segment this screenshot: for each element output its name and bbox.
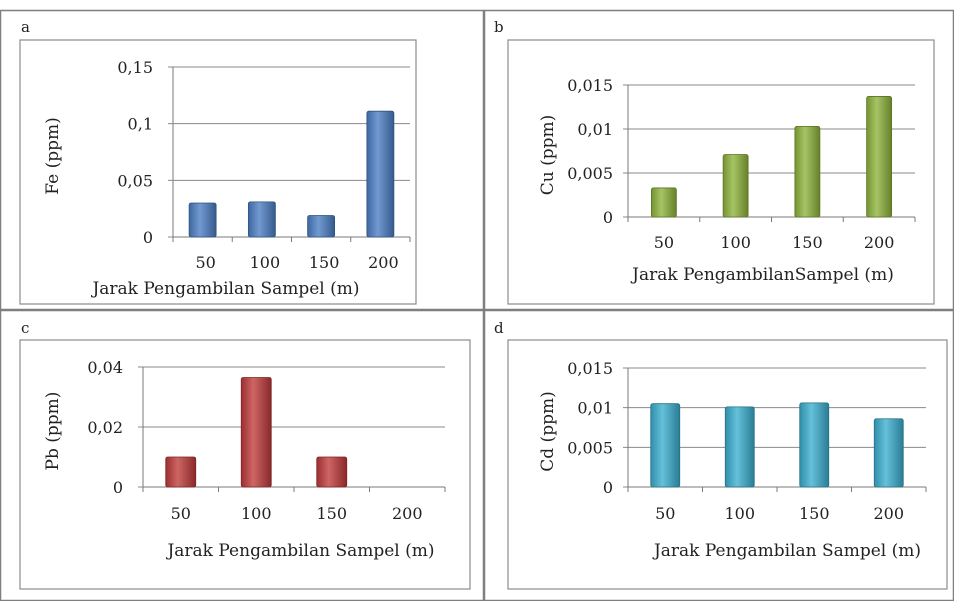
y-tick-label: 0 <box>143 228 153 247</box>
bar-100 <box>240 377 272 488</box>
x-tick-label: 100 <box>241 504 272 523</box>
x-tick-label: 50 <box>195 253 215 272</box>
y-axis-title: Fe (ppm) <box>43 117 63 194</box>
y-axis-title: Cu (ppm) <box>538 115 558 196</box>
y-tick-label: 0 <box>113 478 123 497</box>
x-tick-label: 200 <box>873 504 904 523</box>
y-axis-title: Cd (ppm) <box>538 391 558 471</box>
x-axis-title: Jarak Pengambilan Sampel (m) <box>90 279 359 299</box>
y-tick-label: 0,1 <box>128 115 153 134</box>
x-tick-label: 100 <box>724 504 755 523</box>
x-tick-label: 100 <box>720 233 751 252</box>
bar-200 <box>866 96 893 218</box>
y-tick-label: 0,02 <box>87 418 123 437</box>
x-tick-label: 150 <box>792 233 823 252</box>
y-tick-label: 0,005 <box>567 164 613 183</box>
chart-panel-d: d 0 0,005 0,01 0,015 50 100 150 200 Jarak Pengamb… <box>483 309 954 601</box>
x-tick-label: 150 <box>799 504 830 523</box>
bar-50 <box>650 187 677 218</box>
x-tick-label: 200 <box>864 233 895 252</box>
y-tick-label: 0 <box>603 478 613 497</box>
panel-cell-border <box>0 9 485 311</box>
y-axis-title: Pb (ppm) <box>43 392 63 471</box>
x-tick-label: 50 <box>655 504 675 523</box>
x-tick-label: 200 <box>368 253 399 272</box>
chart-frame <box>507 39 935 305</box>
bar-150 <box>799 402 830 488</box>
panel-letter: d <box>494 319 504 337</box>
bar-150 <box>316 456 348 488</box>
bar-50 <box>188 202 217 238</box>
x-axis-title: Jarak Pengambilan Sampel (m) <box>652 541 921 561</box>
bar-100 <box>247 201 276 238</box>
chart-panel-a: a 0 0,05 0,1 0,15 50 100 150 200 Jarak Pengambila… <box>0 9 485 311</box>
x-tick-label: 200 <box>392 504 423 523</box>
x-tick-label: 50 <box>654 233 674 252</box>
y-tick-label: 0,15 <box>117 58 153 77</box>
x-axis-title: Jarak PengambilanSampel (m) <box>630 265 894 285</box>
y-tick-label: 0,04 <box>87 358 123 377</box>
x-axis-title: Jarak Pengambilan Sampel (m) <box>165 541 434 561</box>
panel-letter: a <box>21 18 30 36</box>
y-tick-label: 0,015 <box>567 76 613 95</box>
chart-frame <box>19 39 417 305</box>
bar-50 <box>165 456 197 488</box>
panel-letter: c <box>21 319 29 337</box>
bar-200 <box>366 110 395 238</box>
x-tick-label: 50 <box>171 504 191 523</box>
bar-150 <box>307 215 336 238</box>
bar-100 <box>724 406 755 488</box>
y-tick-label: 0,01 <box>577 399 613 418</box>
y-tick-label: 0 <box>603 208 613 227</box>
bar-100 <box>722 154 749 218</box>
x-tick-label: 150 <box>316 504 347 523</box>
y-tick-label: 0,015 <box>567 359 613 378</box>
y-tick-label: 0,05 <box>117 171 153 190</box>
chart-panel-b: b 0 0,005 0,01 0,015 50 100 150 200 Jarak Pengamb… <box>483 9 954 311</box>
bar-150 <box>794 125 821 218</box>
y-tick-label: 0,01 <box>577 120 613 139</box>
x-tick-label: 100 <box>250 253 281 272</box>
bar-200 <box>873 418 904 488</box>
y-tick-label: 0,005 <box>567 438 613 457</box>
chart-panel-c: c 0 0,02 0,04 50 100 150 200 Jarak Pengambilan S… <box>0 309 485 601</box>
x-tick-label: 150 <box>309 253 340 272</box>
bar-50 <box>650 403 681 488</box>
panel-letter: b <box>494 18 504 36</box>
